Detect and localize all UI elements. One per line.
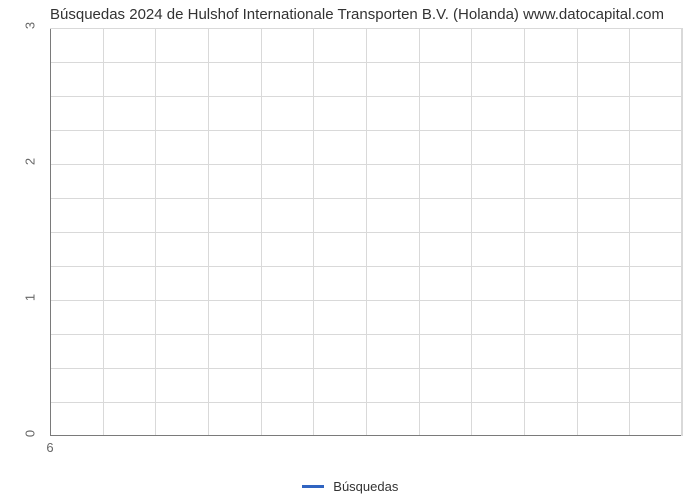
- gridline-h: [50, 402, 682, 403]
- gridline-h: [50, 28, 682, 29]
- gridline-h: [50, 164, 682, 165]
- gridline-v: [682, 28, 683, 436]
- x-tick-label: 6: [40, 440, 60, 455]
- legend: Búsquedas: [0, 478, 700, 494]
- gridline-h: [50, 130, 682, 131]
- gridline-h: [50, 198, 682, 199]
- gridline-h: [50, 334, 682, 335]
- y-tick-label: 2: [23, 152, 38, 172]
- y-tick-label: 0: [23, 424, 38, 444]
- gridline-h: [50, 232, 682, 233]
- gridline-h: [50, 368, 682, 369]
- legend-label: Búsquedas: [333, 479, 398, 494]
- chart-container: Búsquedas 2024 de Hulshof Internationale…: [0, 0, 700, 500]
- gridline-h: [50, 300, 682, 301]
- gridline-h: [50, 62, 682, 63]
- gridline-v: [681, 28, 682, 436]
- chart-title: Búsquedas 2024 de Hulshof Internationale…: [50, 6, 690, 23]
- gridline-h: [50, 96, 682, 97]
- axis-line: [50, 435, 682, 436]
- plot-area: [50, 28, 682, 436]
- y-tick-label: 1: [23, 288, 38, 308]
- y-tick-label: 3: [23, 16, 38, 36]
- gridline-h: [50, 266, 682, 267]
- legend-swatch: [302, 485, 324, 488]
- axis-line: [50, 28, 51, 436]
